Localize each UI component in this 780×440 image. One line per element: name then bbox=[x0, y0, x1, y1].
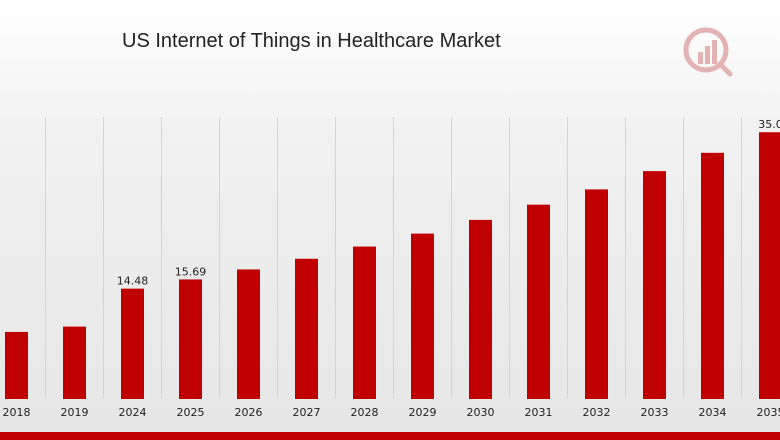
bar-2019 bbox=[63, 326, 86, 399]
x-tick-2019: 2019 bbox=[61, 406, 89, 419]
x-tick-2024: 2024 bbox=[119, 406, 147, 419]
data-label-2035: 35.0 bbox=[758, 118, 780, 131]
x-tick-2030: 2030 bbox=[467, 406, 495, 419]
x-tick-2026: 2026 bbox=[235, 406, 263, 419]
bar-2029 bbox=[411, 233, 434, 399]
x-tick-2033: 2033 bbox=[641, 406, 669, 419]
bar-2034 bbox=[701, 152, 724, 399]
bar-2031 bbox=[527, 204, 550, 399]
x-tick-2031: 2031 bbox=[525, 406, 553, 419]
x-tick-2018: 2018 bbox=[3, 406, 31, 419]
x-tick-2029: 2029 bbox=[409, 406, 437, 419]
data-label-2024: 14.48 bbox=[117, 275, 149, 288]
bar-2018 bbox=[5, 331, 28, 399]
footer-strip bbox=[0, 432, 780, 440]
x-tick-2025: 2025 bbox=[177, 406, 205, 419]
grid-lines bbox=[45, 117, 742, 399]
bars bbox=[5, 132, 780, 400]
brand-logo-icon bbox=[683, 27, 733, 77]
bar-2026 bbox=[237, 269, 260, 399]
x-tick-2032: 2032 bbox=[583, 406, 611, 419]
data-label-2025: 15.69 bbox=[175, 265, 207, 278]
x-tick-2028: 2028 bbox=[351, 406, 379, 419]
x-axis-ticks: 2018 2019 2024 2025 2026 2027 2028 2029 2030 2031… bbox=[3, 406, 780, 419]
data-labels: 14.48 15.69 35.0 bbox=[117, 118, 780, 287]
bar-2025 bbox=[179, 279, 202, 399]
bar-2033 bbox=[643, 171, 666, 399]
x-tick-2027: 2027 bbox=[293, 406, 321, 419]
bar-2028 bbox=[353, 246, 376, 399]
bar-2027 bbox=[295, 258, 318, 399]
x-tick-2035: 2035 bbox=[757, 406, 780, 419]
chart-title: US Internet of Things in Healthcare Mark… bbox=[122, 30, 501, 52]
bar-2030 bbox=[469, 219, 492, 399]
bar-2032 bbox=[585, 189, 608, 399]
bar-2035 bbox=[759, 132, 780, 400]
bar-2024 bbox=[121, 288, 144, 399]
x-tick-2034: 2034 bbox=[699, 406, 727, 419]
